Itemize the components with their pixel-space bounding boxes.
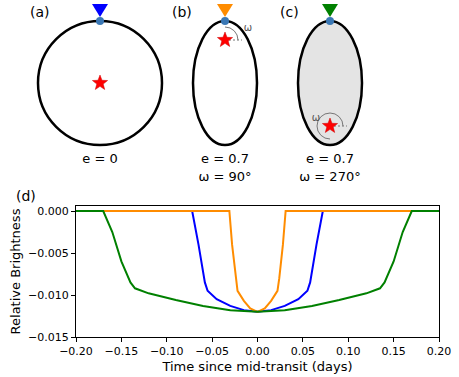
svg-text:ω: ω: [312, 112, 320, 123]
svg-text:ω: ω: [244, 22, 252, 33]
svg-text:0.15: 0.15: [381, 345, 406, 358]
svg-text:−0.15: −0.15: [105, 345, 139, 358]
svg-text:Time since mid-transit (days): Time since mid-transit (days): [161, 359, 352, 374]
svg-text:−0.10: −0.10: [150, 345, 184, 358]
svg-text:Relative Brightness: Relative Brightness: [8, 208, 23, 334]
svg-text:−0.05: −0.05: [195, 345, 229, 358]
svg-text:e = 0: e = 0: [82, 151, 117, 166]
svg-text:ω = 270°: ω = 270°: [299, 169, 360, 184]
svg-text:0.10: 0.10: [336, 345, 361, 358]
svg-text:−0.010: −0.010: [28, 289, 69, 302]
svg-text:−0.20: −0.20: [59, 345, 93, 358]
svg-text:e = 0.7: e = 0.7: [201, 151, 249, 166]
svg-text:0.05: 0.05: [291, 345, 316, 358]
svg-text:(d): (d): [16, 188, 36, 204]
svg-text:0.20: 0.20: [427, 345, 452, 358]
svg-text:−0.005: −0.005: [28, 247, 69, 260]
svg-text:(c): (c): [280, 4, 299, 20]
svg-text:e = 0.7: e = 0.7: [306, 151, 354, 166]
svg-text:(a): (a): [30, 4, 50, 20]
svg-text:0.00: 0.00: [245, 345, 270, 358]
svg-text:0.000: 0.000: [37, 205, 69, 218]
svg-text:−0.015: −0.015: [28, 331, 69, 344]
svg-text:ω = 90°: ω = 90°: [198, 169, 251, 184]
svg-text:(b): (b): [172, 4, 192, 20]
